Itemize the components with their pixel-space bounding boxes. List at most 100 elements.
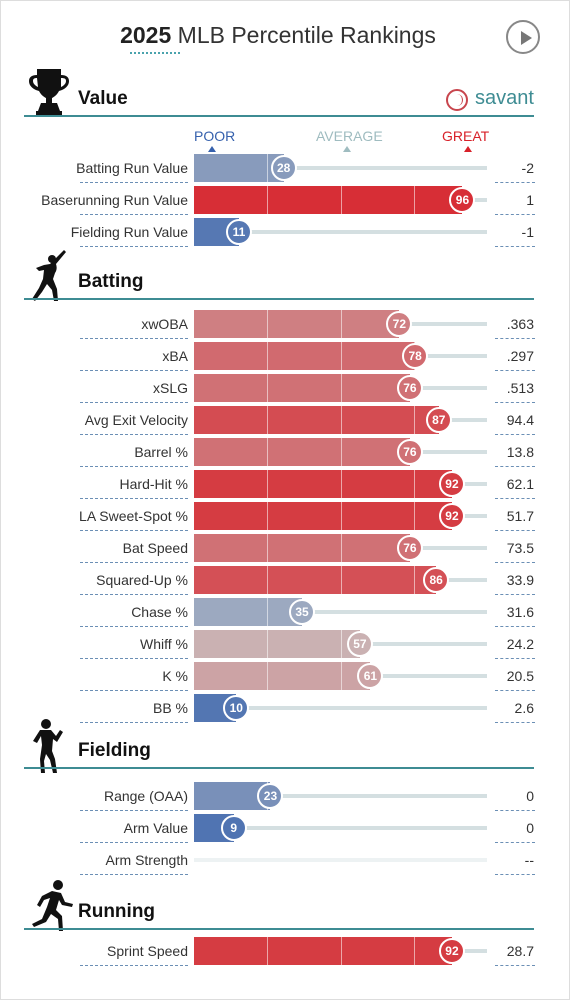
section-divider-batting [24,298,534,300]
metric-row[interactable]: Whiff % 57 24.2 [0,629,570,660]
row-divider [80,338,188,339]
bar-gridline [267,406,269,436]
row-divider [80,370,188,371]
metric-row[interactable]: Avg Exit Velocity 87 94.4 [0,405,570,436]
metric-value: 1 [526,192,534,208]
metric-value: 0 [526,788,534,804]
percentile-bar [194,374,410,404]
metric-row[interactable]: Sprint Speed 92 28.7 [0,936,570,967]
bar-gridline [267,937,269,967]
metric-value: 20.5 [506,668,534,684]
metric-row[interactable]: LA Sweet-Spot % 92 51.7 [0,501,570,532]
bar-gridline [267,310,269,340]
section-title-running: Running [78,901,156,922]
metric-row[interactable]: Chase % 35 31.6 [0,597,570,628]
bar-gridline [340,470,342,500]
batter-icon [28,249,70,310]
play-button[interactable] [506,20,540,54]
metric-row[interactable]: Baserunning Run Value 96 1 [0,185,570,216]
bar-gridline [340,406,342,436]
savant-brand: savant [475,87,534,109]
bar-gridline [340,630,342,660]
metric-label: Batting Run Value [76,160,188,176]
percentile-badge: 87 [425,407,452,433]
percentile-track [194,706,487,710]
metric-value: 28.7 [506,943,534,959]
legend-great-label: GREAT [442,128,490,144]
metric-row[interactable]: xwOBA 72 .363 [0,309,570,340]
metric-row[interactable]: xSLG 76 .513 [0,373,570,404]
bar-gridline [340,502,342,532]
row-divider [495,690,535,691]
bar-gridline [267,438,269,468]
bar-gridline [340,310,342,340]
percentile-badge: 92 [438,471,465,497]
row-divider [495,722,535,723]
percentile-bar [194,342,416,372]
baseball-icon [446,89,468,111]
row-divider [80,594,188,595]
metric-row[interactable]: Squared-Up % 86 33.9 [0,565,570,596]
bar-gridline [413,406,415,436]
row-divider [80,690,188,691]
bar-gridline [340,662,342,692]
metric-label: Chase % [131,604,188,620]
metric-label: Squared-Up % [96,572,188,588]
metric-label: xBA [162,348,188,364]
row-divider [495,626,535,627]
metric-row[interactable]: Range (OAA) 23 0 [0,781,570,812]
title-underline [130,52,180,54]
percentile-badge: 86 [423,567,450,593]
bar-gridline [413,937,415,967]
metric-row[interactable]: Arm Value 9 0 [0,813,570,843]
metric-label: Whiff % [140,636,188,652]
bar-gridline [267,374,269,404]
percentile-bar [194,566,437,596]
percentile-track [194,230,487,234]
metric-row[interactable]: Fielding Run Value 11 -1 [0,217,570,247]
metric-label: Baserunning Run Value [41,192,188,208]
percentile-bar [194,310,400,340]
row-divider [80,658,188,659]
row-divider [80,246,188,247]
metric-value: 31.6 [506,604,534,620]
percentile-bar [194,662,371,692]
metric-row[interactable]: Batting Run Value 28 -2 [0,153,570,184]
metric-label: LA Sweet-Spot % [79,508,188,524]
bar-gridline [267,502,269,532]
poor-marker-icon [208,146,216,152]
metric-label: xwOBA [141,316,188,332]
row-divider [495,434,535,435]
average-marker-icon [343,146,351,152]
bar-gridline [267,470,269,500]
row-divider [80,182,188,183]
percentile-bar [194,534,410,564]
row-divider [495,810,535,811]
bar-gridline [267,534,269,564]
metric-label: xSLG [152,380,188,396]
percentile-bar [194,438,410,468]
metric-value: -- [524,852,534,868]
bar-gridline [340,374,342,404]
percentile-badge: 92 [438,938,465,964]
metric-row[interactable]: BB % 10 2.6 [0,693,570,723]
metric-label: Sprint Speed [107,943,188,959]
percentile-track [194,166,487,170]
metric-row[interactable]: Arm Strength -- [0,845,570,875]
fielder-icon [28,718,64,779]
metric-row[interactable]: xBA 78 .297 [0,341,570,372]
row-divider [495,965,535,966]
metric-label: Barrel % [134,444,188,460]
metric-row[interactable]: Hard-Hit % 92 62.1 [0,469,570,500]
title-year: 2025 [120,22,172,48]
metric-row[interactable]: Barrel % 76 13.8 [0,437,570,468]
percentile-bar [194,598,303,628]
metric-row[interactable]: Bat Speed 76 73.5 [0,533,570,564]
percentile-badge: 11 [225,219,252,245]
row-divider [495,370,535,371]
metric-row[interactable]: K % 61 20.5 [0,661,570,692]
row-divider [495,874,535,875]
row-divider [80,498,188,499]
row-divider [495,182,535,183]
percentile-track [194,826,487,830]
